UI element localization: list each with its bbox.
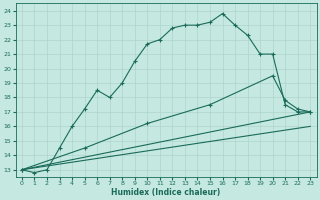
X-axis label: Humidex (Indice chaleur): Humidex (Indice chaleur): [111, 188, 221, 197]
